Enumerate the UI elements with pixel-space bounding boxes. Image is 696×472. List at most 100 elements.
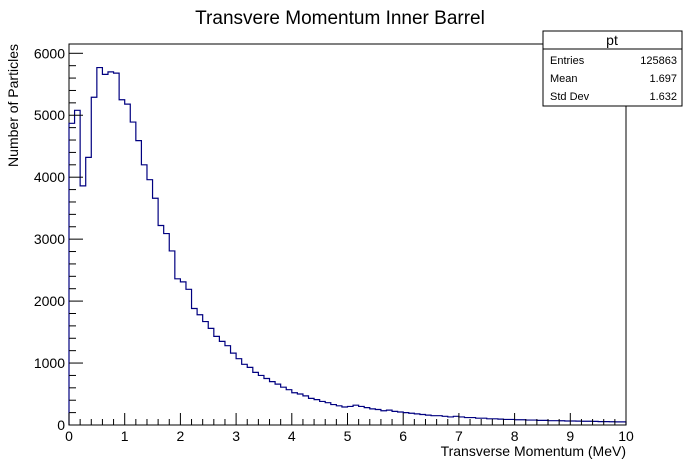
histogram-bin: [448, 417, 454, 425]
chart-title: Transvere Momentum Inner Barrel: [195, 8, 485, 29]
histogram-bin: [409, 413, 415, 425]
y-tick-label: 2000: [34, 293, 65, 309]
histogram-bin: [526, 420, 532, 425]
histogram-bin: [75, 110, 81, 425]
histogram-bin: [175, 279, 181, 425]
histogram-bin: [303, 396, 309, 425]
histogram-bin: [375, 410, 381, 425]
histogram-bin: [336, 406, 342, 425]
histogram-bin: [398, 412, 404, 425]
histogram-bin: [531, 420, 537, 425]
histogram-bin: [236, 359, 242, 425]
histogram-bin: [253, 372, 259, 425]
histogram-bin: [554, 421, 560, 425]
histogram-bin: [297, 394, 303, 425]
histogram-bin: [331, 405, 337, 425]
stats-box-title: pt: [606, 32, 618, 48]
stats-value-mean: 1.697: [649, 73, 677, 85]
histogram-bin: [153, 198, 159, 425]
stats-value-entries: 125863: [640, 55, 677, 67]
histogram-bin: [147, 180, 153, 425]
histogram-bin: [370, 409, 376, 425]
x-tick-label: 3: [232, 428, 240, 444]
histogram-bin: [219, 341, 225, 425]
histogram-bin: [130, 122, 136, 425]
histogram-bin: [414, 414, 420, 425]
histogram-bin: [180, 282, 186, 425]
histogram-bin: [509, 419, 515, 425]
histogram-bin: [425, 415, 431, 425]
histogram-bin: [498, 419, 504, 425]
histogram-bin: [470, 418, 476, 425]
x-tick-label: 7: [455, 428, 463, 444]
y-tick-label: 1000: [34, 355, 65, 371]
histogram-bin: [86, 157, 92, 425]
histogram-bin: [392, 411, 398, 425]
x-axis-label: Transverse Momentum (MeV): [441, 443, 626, 459]
histogram-bin: [247, 367, 253, 425]
x-tick-label: 5: [344, 428, 352, 444]
histogram-bin: [214, 336, 220, 425]
x-tick-label: 6: [399, 428, 407, 444]
histogram-bin: [286, 390, 292, 425]
histogram-bin: [169, 251, 175, 425]
histogram-bin: [364, 408, 370, 425]
histogram-bin: [481, 418, 487, 425]
histogram-bin: [325, 403, 331, 425]
histogram-bin: [97, 68, 103, 425]
histogram-bin: [309, 398, 315, 425]
histogram-bin: [264, 379, 270, 425]
histogram-bin: [437, 416, 443, 425]
histogram-bin: [453, 416, 459, 425]
histogram-bin: [186, 289, 192, 425]
histogram-bin: [314, 400, 320, 425]
y-axis-ticks: 0 1000 2000 3000 4000 5000 6000: [34, 45, 83, 433]
histogram-bin: [192, 309, 198, 425]
histogram-bin: [431, 416, 437, 425]
histogram-bin: [420, 414, 426, 425]
plot-frame: [68, 43, 627, 426]
histogram-bin: [114, 73, 120, 425]
stats-label-stddev: Std Dev: [550, 91, 590, 103]
histogram-outline: [68, 66, 627, 425]
histogram-bin: [487, 419, 493, 425]
histogram-bin: [442, 416, 448, 425]
stats-label-mean: Mean: [550, 73, 578, 85]
histogram-bin: [492, 419, 498, 425]
stats-value-stddev: 1.632: [649, 91, 677, 103]
y-tick-label: 5000: [34, 107, 65, 123]
histogram-bins: [69, 68, 626, 425]
histogram-bin: [270, 382, 276, 425]
histogram-bin: [258, 375, 264, 425]
histogram-bin: [381, 411, 387, 425]
histogram-bin: [359, 406, 365, 425]
histogram-bin: [520, 420, 526, 425]
x-tick-label: 10: [618, 428, 634, 444]
histogram-bin: [91, 97, 97, 425]
stats-box-frame: [542, 30, 683, 107]
x-tick-label: 8: [511, 428, 519, 444]
histogram-bin: [459, 417, 465, 425]
histogram-bin: [136, 141, 142, 425]
histogram-bin: [164, 234, 170, 425]
x-axis-ticks: 0 1 2 3 4 5 6 7 8 9 10: [65, 413, 634, 444]
histogram-bin: [320, 401, 326, 425]
y-axis-label: Number of Particles: [5, 44, 21, 167]
histogram-bin: [275, 384, 281, 425]
histogram-bin: [197, 315, 203, 425]
y-tick-label: 3000: [34, 231, 65, 247]
histogram-bin: [281, 387, 287, 425]
histogram-bin: [242, 364, 248, 425]
histogram-bin: [464, 418, 470, 425]
histogram-bin: [342, 407, 348, 425]
y-tick-label: 6000: [34, 45, 65, 61]
histogram-bin: [102, 74, 108, 425]
x-tick-label: 4: [288, 428, 296, 444]
histogram-bin: [208, 328, 214, 425]
histogram-bin: [503, 419, 509, 425]
histogram-bin: [353, 405, 359, 425]
stats-box: pt Entries 125863 Mean 1.697 Std Dev 1.6…: [542, 30, 683, 107]
histogram-bin: [69, 123, 75, 425]
histogram-bin: [119, 100, 125, 425]
histogram-bin: [537, 420, 543, 425]
